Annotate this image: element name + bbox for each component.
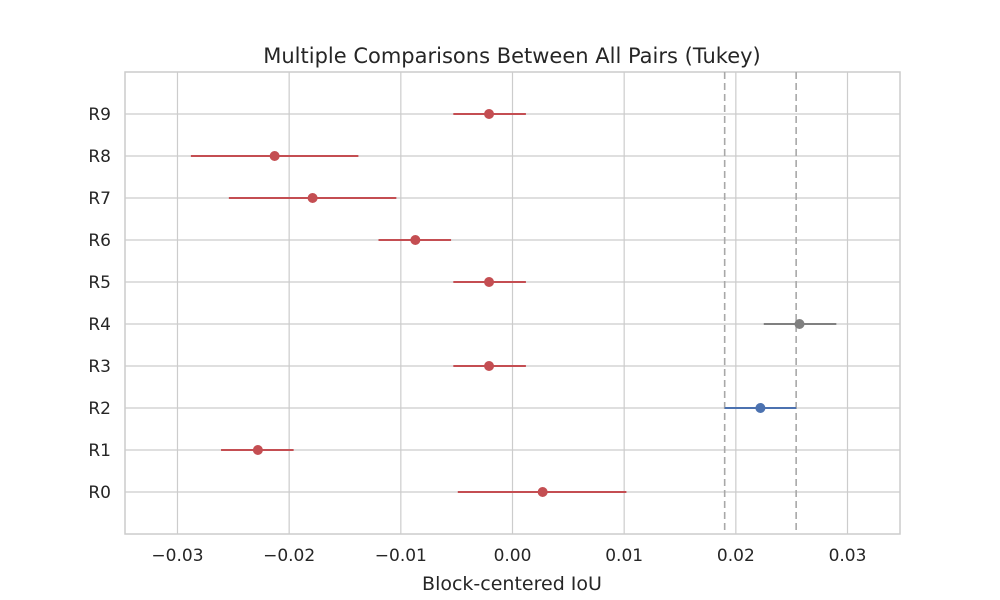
- mean-point-r9: [484, 109, 495, 119]
- grid-layer: [125, 72, 900, 534]
- mean-point-r4: [794, 319, 805, 329]
- y-tick-label-r2: R2: [88, 399, 111, 419]
- x-tick-label-1: −0.02: [263, 546, 315, 566]
- mean-point-r1: [252, 445, 263, 455]
- y-tick-label-r1: R1: [88, 441, 111, 461]
- x-axis-label: Block-centered IoU: [422, 573, 602, 595]
- y-tick-labels: R0 R1 R2 R3 R4 R5 R6 R7 R8 R9: [88, 105, 111, 503]
- x-tick-label-6: 0.03: [829, 546, 867, 566]
- mean-point-r7: [307, 193, 318, 203]
- x-tick-label-3: 0.00: [494, 546, 532, 566]
- x-tick-label-4: 0.01: [605, 546, 643, 566]
- data-layer: [190, 109, 837, 497]
- mean-point-r2: [755, 403, 766, 413]
- y-tick-label-r0: R0: [88, 483, 111, 503]
- mean-point-r8: [269, 151, 280, 161]
- x-tick-labels: −0.03 −0.02 −0.01 0.00 0.01 0.02 0.03: [151, 546, 866, 566]
- plot-frame: [124, 71, 901, 535]
- reference-lines: [723, 72, 797, 534]
- mean-point-r6: [410, 235, 421, 245]
- y-tick-label-r8: R8: [88, 147, 111, 167]
- y-tick-label-r9: R9: [88, 105, 111, 125]
- mean-point-r0: [537, 487, 548, 497]
- y-tick-label-r7: R7: [88, 189, 111, 209]
- y-tick-label-r4: R4: [88, 315, 111, 335]
- y-tick-label-r3: R3: [88, 357, 111, 377]
- x-tick-label-0: −0.03: [151, 546, 203, 566]
- mean-point-r5: [484, 277, 495, 287]
- y-tick-label-r6: R6: [88, 231, 111, 251]
- x-tick-label-2: −0.01: [375, 546, 427, 566]
- x-tick-label-5: 0.02: [717, 546, 755, 566]
- mean-point-r3: [484, 361, 495, 371]
- y-tick-label-r5: R5: [88, 273, 111, 293]
- chart-title: Multiple Comparisons Between All Pairs (…: [263, 44, 760, 68]
